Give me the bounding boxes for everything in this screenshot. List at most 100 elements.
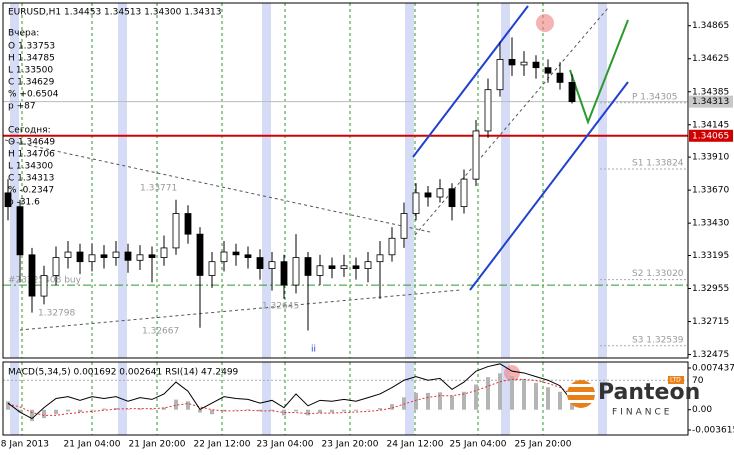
candle-body — [220, 251, 228, 263]
trend-line — [4, 139, 431, 233]
indicator-title: MACD(5,34,5) 0.001692 0.002641 RSI(14) 4… — [8, 368, 239, 378]
candle-body — [400, 213, 408, 239]
channel-mid — [414, 7, 609, 236]
macd-bar — [330, 409, 334, 413]
x-tick-label: 18 Jan 2013 — [0, 440, 49, 450]
candle-body — [436, 188, 444, 198]
macd-bar — [354, 409, 358, 411]
chart-title: EURUSD,H1 1.34453 1.34513 1.34300 1.3431… — [8, 8, 221, 18]
trend-line — [19, 289, 461, 331]
candle-body — [568, 81, 576, 103]
candle-body — [244, 254, 252, 258]
candle-body — [364, 261, 372, 269]
info-line: L 1.33500 — [8, 66, 53, 76]
candle-body — [424, 192, 432, 198]
candle-body — [76, 251, 84, 263]
price-tag — [689, 95, 733, 108]
candle-body — [232, 251, 240, 256]
logo-sub: FINANCE — [612, 408, 672, 418]
signal-line — [7, 378, 573, 416]
x-tick-label: 25 Jan 20:00 — [515, 440, 572, 450]
candle-body — [88, 254, 96, 263]
candle-body — [256, 257, 264, 269]
candle-body — [184, 213, 192, 235]
candle-body — [16, 206, 24, 256]
info-line: % -0.2347 — [8, 186, 54, 196]
macd-bar — [162, 407, 166, 410]
candle-body — [112, 251, 120, 258]
y-tick-label: 1.34865 — [692, 21, 729, 31]
channel-line — [412, 5, 529, 158]
y-tick-label: 1.33430 — [692, 219, 729, 229]
macd-bar — [474, 384, 478, 410]
macd-bar — [342, 409, 346, 412]
macd-bar — [318, 409, 322, 414]
macd-bar — [462, 391, 466, 410]
pivot-label: S2 1.33020 — [632, 269, 684, 279]
y-tick-label: 1.32955 — [692, 284, 729, 294]
candle-body — [556, 72, 564, 83]
candle-body — [304, 257, 312, 276]
info-line: p -31.6 — [8, 198, 40, 208]
macd-bar — [294, 409, 298, 412]
candle-body — [136, 254, 144, 261]
macd-bar — [258, 409, 262, 412]
macd-bar — [6, 401, 10, 410]
logo-stripe — [567, 392, 595, 395]
macd-bar — [198, 409, 202, 413]
macd-bar — [174, 399, 178, 410]
logo-name: Panteon — [598, 380, 700, 405]
candle-body — [448, 188, 456, 208]
candle-body — [508, 59, 516, 66]
macd-bar — [270, 409, 274, 411]
macd-bar — [438, 392, 442, 410]
macd-bar — [30, 409, 34, 421]
logo-badge-text: LTD — [670, 377, 681, 384]
logo-badge — [668, 376, 684, 384]
candle-body — [460, 178, 468, 208]
session-band — [118, 362, 127, 435]
y-tick-label: -0.003615 — [692, 426, 734, 436]
y-tick-label: 1.32715 — [692, 317, 729, 327]
info-line: p +87 — [8, 102, 36, 112]
highlight — [536, 14, 554, 32]
x-tick-label: 23 Jan 04:00 — [257, 440, 314, 450]
macd-bar — [210, 409, 214, 415]
macd-bar — [282, 409, 286, 416]
session-band — [10, 362, 19, 435]
info-line: Вчера: — [8, 29, 39, 39]
projection — [569, 19, 629, 125]
candle-body — [172, 213, 180, 249]
session-band — [10, 3, 19, 358]
session-band — [405, 362, 414, 435]
candle-body — [544, 67, 552, 74]
main-frame — [2, 2, 689, 359]
macd-bar — [426, 392, 430, 410]
macd-bar — [234, 409, 238, 411]
y-tick-label: 0.007437 — [692, 364, 734, 374]
price-tag-label: 1.34065 — [692, 131, 729, 141]
logo-stripe — [567, 384, 595, 387]
grid: 1.34865 1.34625 1.34385 1.34145 1.33910 1.336… — [0, 3, 734, 450]
macd-bar — [66, 409, 70, 412]
macd-bar — [90, 409, 94, 411]
y2-tick-label: 70 — [692, 376, 704, 386]
candle-body — [388, 237, 396, 256]
logo-stripe — [567, 400, 595, 403]
info-line: H 1.34785 — [8, 54, 55, 64]
macd-bar — [414, 392, 418, 410]
macd-bar — [246, 409, 250, 410]
x-tick-label: 21 Jan 04:00 — [64, 440, 121, 450]
info-line: L 1.34300 — [8, 162, 53, 172]
macd-bar — [222, 409, 226, 412]
macd-bar — [78, 409, 82, 412]
session-band — [405, 3, 414, 358]
candle-body — [412, 192, 420, 214]
macd-bar — [54, 409, 58, 415]
macd-bar — [186, 401, 190, 410]
info-line: % +0.6504 — [8, 90, 59, 100]
candle-body — [160, 247, 168, 258]
candle-body — [376, 254, 384, 263]
info-line: O 1.34649 — [8, 138, 55, 148]
